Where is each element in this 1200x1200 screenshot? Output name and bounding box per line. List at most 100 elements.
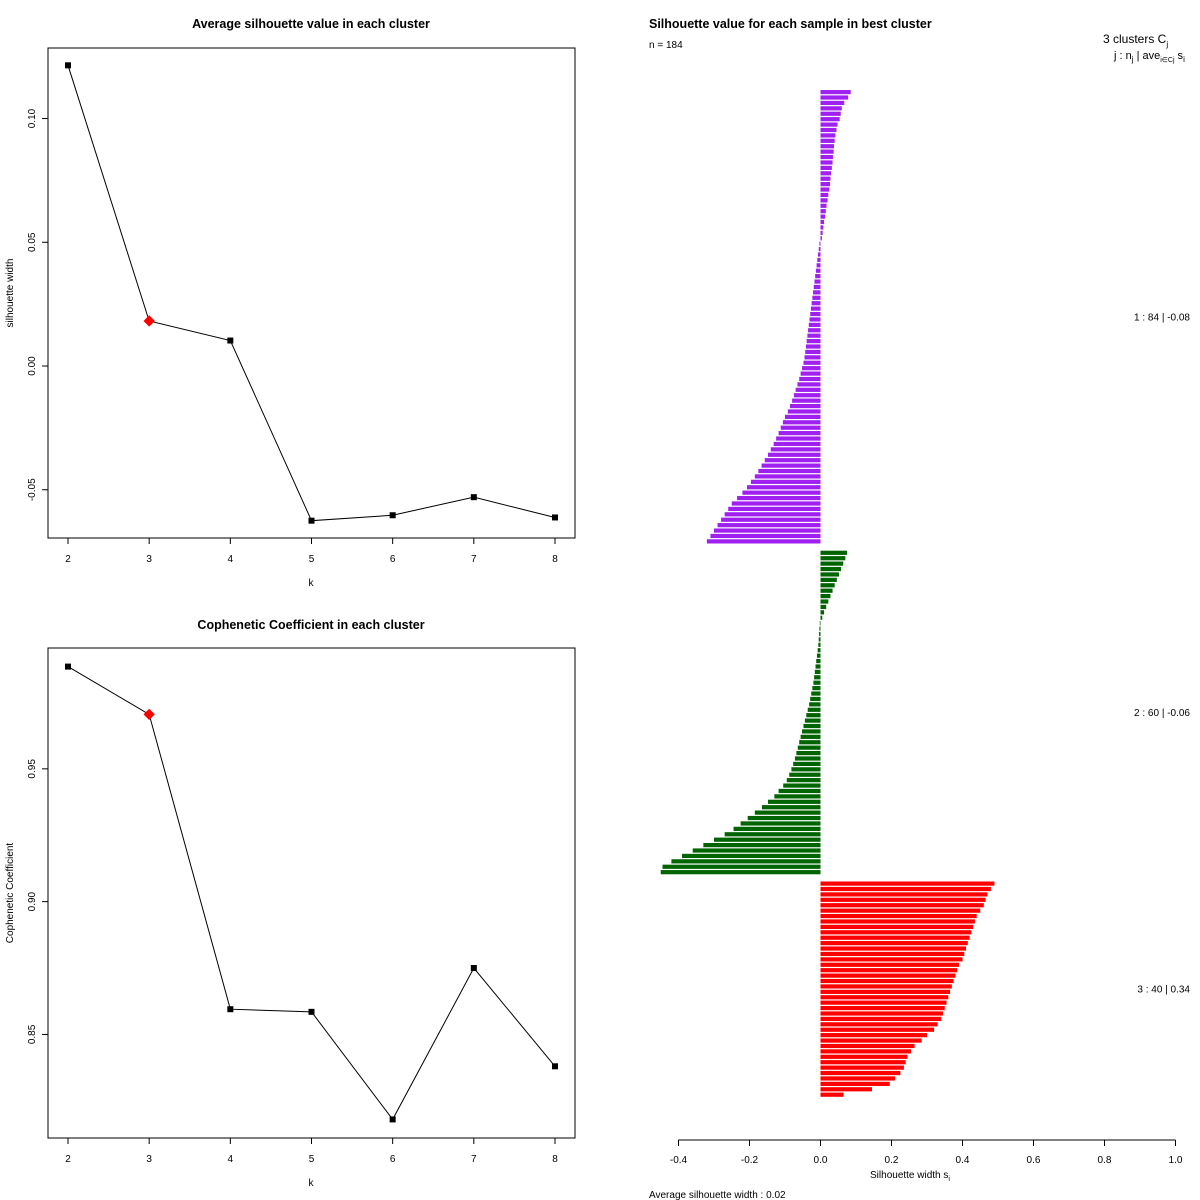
legend-header-line1: 3 clusters Cj [1103,32,1168,49]
silhouette-bar [820,219,825,225]
silhouette-bar [806,713,821,718]
silhouette-bar [809,702,821,707]
silhouette-bar [747,815,821,821]
silhouette-bar-title: Silhouette value for each sample in best… [649,17,932,31]
silhouette-bar [812,295,821,300]
y-tick-label: 0.95 [27,759,38,779]
silhouette-bar [820,165,832,170]
silhouette-line-ylabel: silhouette width [5,259,16,328]
silhouette-bar [761,805,821,810]
silhouette-bar [789,772,821,777]
silhouette-bar [820,192,829,198]
silhouette-bar [800,371,821,376]
silhouette-bar [807,707,821,712]
silhouette-bar [810,696,821,702]
highlight-point [143,315,155,327]
x-tick-label: 7 [471,554,477,565]
silhouette-line-x-axis: 2 3 4 5 6 7 8 [65,538,558,565]
silhouette-bar [820,881,995,886]
data-point [227,337,234,344]
silhouette-cluster-labels: 1 : 84 | -0.08 2 : 60 | -0.06 3 : 40 | 0.3… [1134,312,1190,995]
x-tick-label: 3 [146,1154,152,1165]
highlight-point [143,708,155,721]
silhouette-bar [820,1092,844,1097]
silhouette-bar [761,463,821,468]
silhouette-bar [820,913,977,919]
silhouette-bar [805,349,821,355]
silhouette-bar [820,209,826,214]
silhouette-bar [778,431,821,436]
silhouette-bar [820,138,835,143]
silhouette-line-panel: Average silhouette value in each cluster… [5,17,576,589]
silhouette-bar [770,447,821,452]
silhouette-bar [820,957,963,962]
silhouette-bar [811,691,821,696]
silhouette-bar [818,252,821,257]
silhouette-bar [818,246,821,252]
silhouette-bar [724,832,821,837]
silhouette-bar [796,750,821,756]
silhouette-bar [814,675,821,680]
silhouette-bar [767,799,821,804]
silhouette-bar [806,339,821,344]
silhouette-bar [773,441,821,447]
silhouette-bar [820,225,824,230]
silhouette-bar [747,485,821,490]
data-point [389,1116,396,1123]
silhouette-bar [740,821,821,826]
silhouette-bar [703,843,821,848]
x-tick-label: 6 [390,554,396,565]
silhouette-bar [818,642,821,647]
silhouette-bar [795,387,821,392]
silhouette-line-xlabel: k [309,578,315,589]
silhouette-bar-panel: Silhouette value for each sample in best… [649,17,1190,1200]
silhouette-bar [820,1022,938,1027]
silhouette-bar [662,864,821,869]
y-tick-label: 0.10 [27,108,38,128]
silhouette-bars [660,90,995,1097]
x-tick-label: 2 [65,1154,71,1165]
silhouette-bar [820,604,827,610]
silhouette-bar [805,344,821,349]
silhouette-bar [820,995,949,1000]
silhouette-bar [812,686,821,691]
silhouette-bar [820,160,833,165]
silhouette-bar [820,978,954,984]
silhouette-bar [797,382,821,387]
x-tick-label: 6 [390,1154,396,1165]
silhouette-bar [820,1049,912,1054]
silhouette-bar [803,723,821,729]
x-tick-label: -0.2 [741,1155,759,1166]
silhouette-bar [706,539,821,544]
silhouette-bar [820,100,845,106]
silhouette-bar [820,1081,890,1086]
silhouette-bar [815,268,821,273]
silhouette-bar [820,1027,935,1032]
silhouette-bar [816,653,821,658]
silhouette-bar [808,322,821,327]
silhouette-bar [820,962,959,967]
silhouette-bar [820,144,834,149]
silhouette-bar [820,556,846,561]
silhouette-bar [820,182,831,187]
silhouette-bar [820,230,823,235]
silhouette-bar [820,111,841,116]
silhouette-bar [714,837,821,842]
cophenetic-line-ylabel: Cophenetic Coefficient [5,843,16,944]
silhouette-bar [820,886,991,892]
silhouette-bar [813,680,821,685]
silhouette-bar [774,794,821,799]
silhouette-bar [789,403,821,409]
silhouette-bar [750,479,821,484]
silhouette-bar [820,951,965,957]
silhouette-bar-xlabel: Silhouette width si [870,1170,950,1183]
y-tick-label: 0.05 [27,232,38,252]
silhouette-bar [820,176,831,181]
x-tick-label: 4 [228,1154,234,1165]
silhouette-bar [816,263,821,268]
silhouette-bar [820,610,825,615]
silhouette-bar [820,1000,947,1005]
silhouette-bar [800,734,821,739]
silhouette-bar [820,897,986,902]
